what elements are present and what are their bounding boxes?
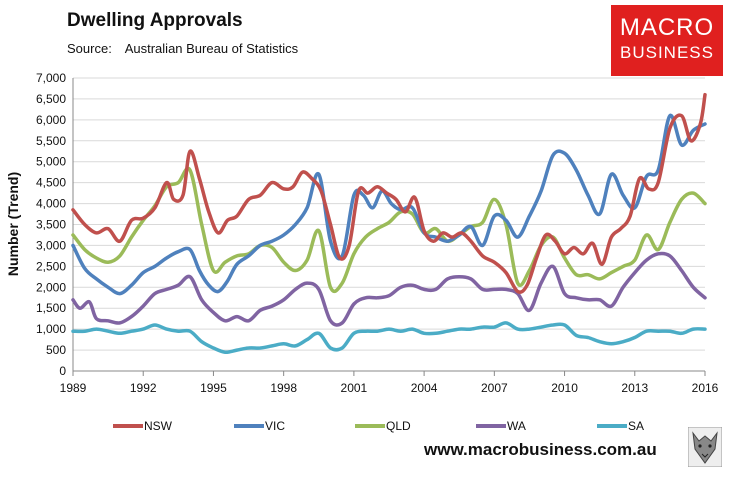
y-tick-label: 6,500 [36,92,66,106]
y-axis-label: Number (Trend) [5,172,21,276]
y-tick-label: 4,500 [36,176,66,190]
y-tick-label: 0 [59,364,66,378]
series-line-wa [71,251,707,327]
website-url[interactable]: www.macrobusiness.com.au [424,440,657,459]
legend-label-wa: WA [507,419,526,433]
legend-label-vic: VIC [265,419,285,433]
y-tick-label: 5,500 [36,134,66,148]
y-tick-label: 1,000 [36,322,66,336]
y-tick-label: 3,500 [36,218,66,232]
y-tick-label: 2,000 [36,280,66,294]
y-tick-label: 5,000 [36,155,66,169]
x-tick-label: 1998 [270,381,297,395]
y-tick-label: 6,000 [36,113,66,127]
legend-label-nsw: NSW [144,419,173,433]
x-tick-label: 1989 [60,381,87,395]
source-value: Australian Bureau of Statistics [124,41,299,56]
macrobusiness-logo[interactable]: MACRO BUSINESS [611,5,723,76]
legend-label-qld: QLD [386,419,411,433]
x-tick-label: 2001 [341,381,368,395]
chart-title: Dwelling Approvals [67,10,243,31]
y-tick-label: 3,000 [36,238,66,252]
series-lines [71,92,707,354]
x-axis-ticks: 1989 1992 1995 1998 2001 2004 2007 2010 2013 2016 [60,371,719,395]
legend-label-sa: SA [628,419,644,433]
source-label: Source: [67,41,112,56]
y-tick-label: 500 [46,343,66,357]
x-tick-label: 2004 [411,381,438,395]
logo-line-business: BUSINESS [620,43,714,62]
x-tick-label: 1992 [130,381,157,395]
series-line-sa [71,321,707,354]
logo-line-macro: MACRO [619,14,715,41]
y-axis-ticks: 0 500 1,000 1,500 2,000 2,500 3,000 3,500 4,000 4… [36,71,66,378]
y-tick-label: 2,500 [36,259,66,273]
series-line-nsw [71,92,707,294]
source-line: Source: Australian Bureau of Statistics [67,41,298,56]
x-tick-label: 2013 [621,381,648,395]
wolf-logo-icon [688,427,722,467]
series-line-vic [71,113,707,296]
legend: NSW VIC QLD WA SA [113,419,644,433]
x-tick-label: 2010 [551,381,578,395]
y-tick-label: 1,500 [36,301,66,315]
x-tick-label: 1995 [200,381,227,395]
y-tick-label: 4,000 [36,197,66,211]
x-tick-label: 2007 [481,381,508,395]
x-tick-label: 2016 [692,381,719,395]
y-tick-label: 7,000 [36,71,66,85]
series-line-qld [71,166,707,294]
